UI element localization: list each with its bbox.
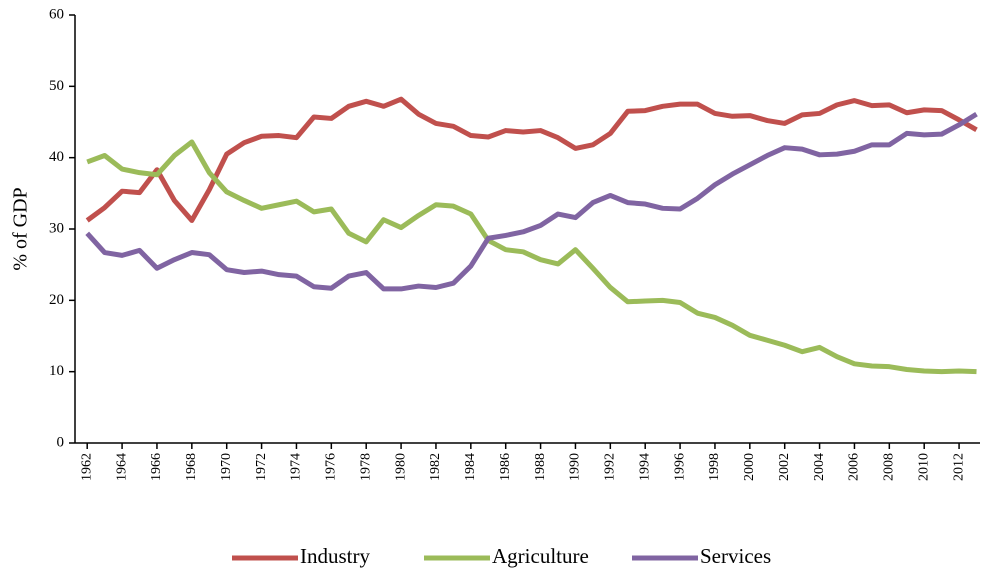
x-tick-label: 1968 [184,453,199,481]
x-tick-label: 2006 [847,453,862,481]
x-tick-label: 1984 [463,453,478,481]
x-tick-label: 1998 [707,453,722,481]
x-tick-label: 2008 [882,453,897,481]
x-tick-label: 1988 [533,453,548,481]
y-axis-label: % of GDP [10,187,32,270]
x-tick-label: 1964 [114,453,129,481]
x-tick-label: 2002 [777,453,792,481]
x-tick-label: 1992 [603,453,618,481]
line-series [86,139,977,375]
x-tick-label: 1994 [637,453,652,481]
y-tick-label: 50 [49,78,64,94]
x-tick-label: 1990 [568,453,583,481]
y-tick-label: 20 [49,292,64,308]
legend-label: Agriculture [492,544,589,568]
x-tick-label: 2010 [916,453,931,481]
x-tick-label: 1982 [428,453,443,481]
y-tick-label: 0 [57,434,65,450]
x-tick-label: 1978 [358,453,373,481]
x-tick-label: 1980 [393,453,408,481]
x-tick-label: 1970 [219,453,234,481]
y-tick-label: 40 [49,149,64,165]
x-tick-label: 1996 [672,453,687,481]
x-tick-label: 2012 [951,453,966,481]
x-tick-label: 2000 [742,453,757,481]
legend-label: Industry [300,544,370,568]
legend-label: Services [700,544,771,568]
x-tick-label: 1974 [289,453,304,481]
y-tick-label: 60 [49,6,64,22]
x-tick-label: 1962 [79,453,94,481]
x-tick-label: 1976 [324,453,339,481]
x-tick-label: 1972 [254,453,269,481]
y-tick-label: 30 [49,220,64,236]
line-series [85,112,978,292]
x-tick-label: 1986 [498,453,513,481]
line-series [85,96,978,223]
y-tick-label: 10 [49,363,64,379]
x-tick-label: 2004 [812,453,827,481]
x-tick-label: 1966 [149,453,164,481]
